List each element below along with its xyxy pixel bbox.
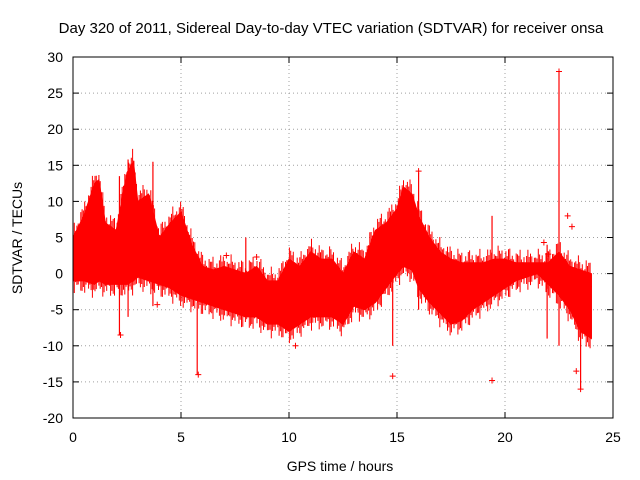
data-point [556,68,562,75]
data-point [564,212,571,219]
data-point [253,253,260,260]
y-tick-label: 10 [47,193,63,209]
y-tick-label: -15 [43,374,63,390]
y-tick-label: 0 [55,266,63,282]
data-point [195,371,202,378]
x-tick-label: 10 [281,429,297,445]
data-strokes [72,148,592,349]
x-tick-label: 25 [605,429,621,445]
x-tick-label: 20 [497,429,513,445]
x-axis-label: GPS time / hours [287,458,394,474]
data-point [568,223,575,230]
data-point [577,386,584,393]
y-tick-label: -10 [43,338,63,354]
x-tick-label: 5 [177,429,185,445]
y-tick-label: 20 [47,121,63,137]
y-axis-label: SDTVAR / TECUs [9,182,25,294]
y-tick-label: 30 [47,49,63,65]
data-point [223,252,230,259]
y-tick-label: 25 [47,85,63,101]
chart-title: Day 320 of 2011, Sidereal Day-to-day VTE… [59,20,604,37]
x-tick-label: 15 [389,429,405,445]
y-tick-label: -20 [43,410,63,426]
axis-ticks: 0 5 10 15 20 25 -20 -15 -10 -5 0 5 10 15 20 25 30 [43,49,621,445]
data-point [389,373,396,380]
data-point [573,368,580,375]
plot-frame [72,56,614,419]
y-tick-label: 15 [47,157,63,173]
data-point [540,239,547,246]
data-point [489,377,496,384]
data-point [154,301,161,308]
data-point [415,168,422,175]
data-point [292,342,299,349]
y-tick-label: 5 [55,230,63,246]
data-point [545,251,552,258]
x-tick-label: 0 [69,429,77,445]
data-series [72,68,593,393]
trend-band [72,249,593,309]
y-tick-label: -5 [51,302,64,318]
data-point [117,331,124,338]
